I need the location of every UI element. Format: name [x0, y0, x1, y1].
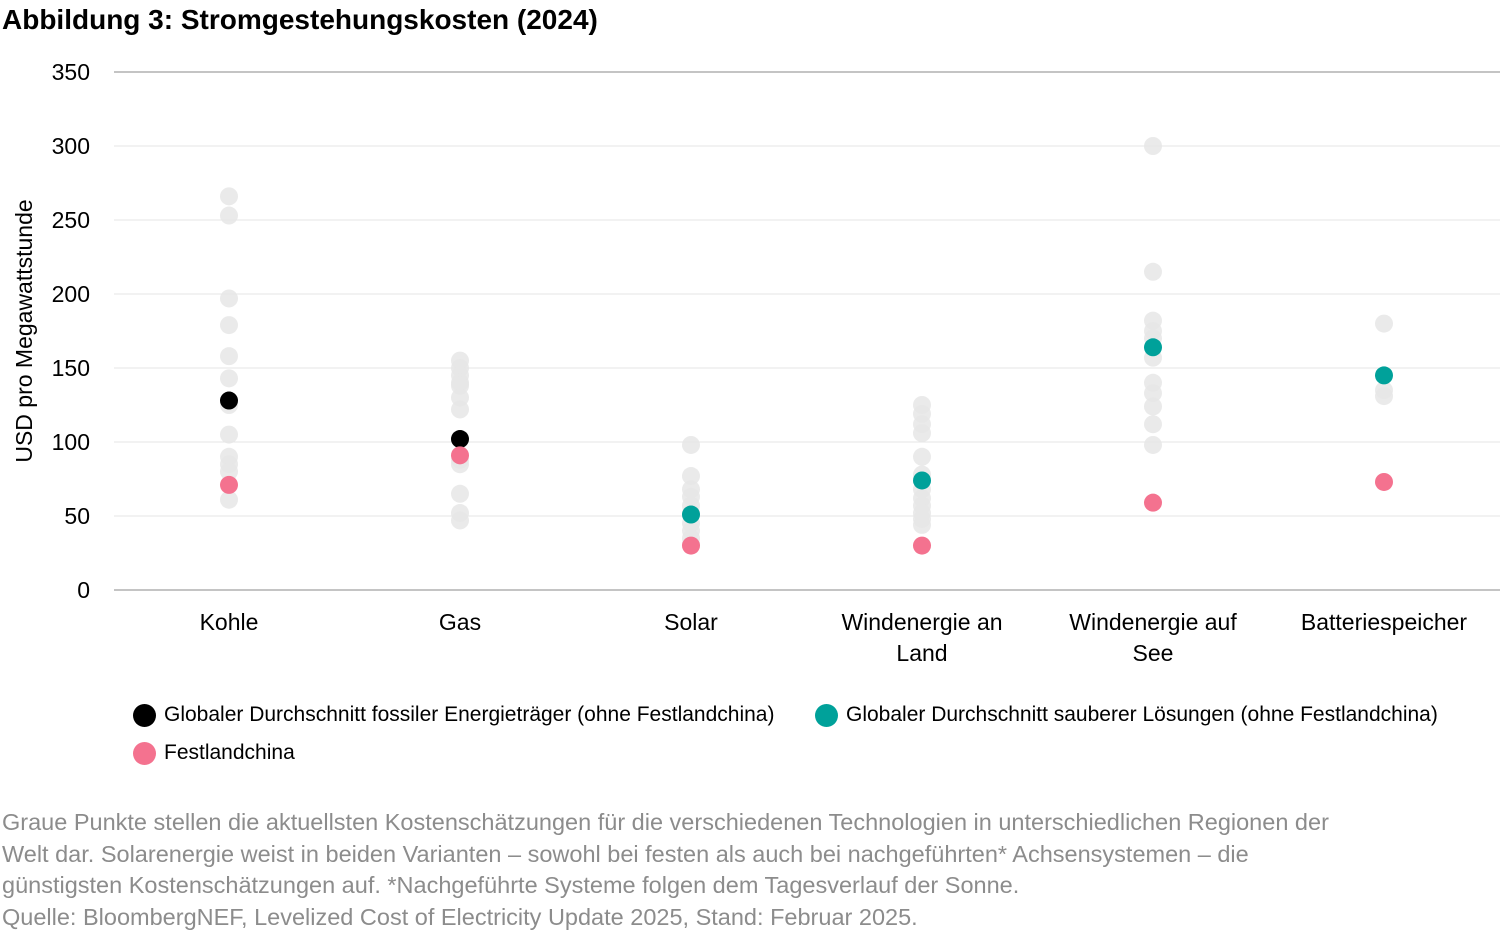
legend-label-china: Festlandchina — [164, 741, 295, 764]
legend-marker-fossil — [133, 703, 156, 727]
y-tick-label: 200 — [52, 281, 90, 307]
footnote: Graue Punkte stellen die aktuellsten Kos… — [2, 807, 1498, 933]
regional-estimate-point — [220, 206, 238, 225]
regional-estimate-point — [913, 424, 931, 443]
regional-estimates — [220, 137, 1393, 554]
regional-estimate-point — [220, 187, 238, 206]
regional-estimate-point — [220, 490, 238, 509]
regional-estimate-point — [1144, 384, 1162, 403]
fossil-average-point — [220, 391, 238, 410]
fossil-average-point — [451, 430, 469, 449]
regional-estimate-point — [913, 515, 931, 534]
y-tick-label: 350 — [52, 59, 90, 85]
legend-label-clean: Globaler Durchschnitt sauberer Lösungen … — [846, 703, 1438, 726]
china-point — [1144, 493, 1162, 512]
x-tick-label: Batteriespeicher — [1301, 609, 1468, 635]
x-tick-label: Solar — [664, 609, 718, 635]
x-tick-label: Windenergie auf See — [1069, 609, 1237, 666]
regional-estimate-point — [1144, 397, 1162, 416]
regional-estimate-point — [913, 447, 931, 466]
y-axis-ticks: 0 50 100 150 200 250 300 350 — [52, 59, 90, 603]
scatter-chart: 0 50 100 150 200 250 300 350 Kohle Gas Solar Winde… — [11, 59, 1500, 666]
legend-item-china: Festlandchina — [133, 741, 295, 765]
regional-estimate-point — [1144, 415, 1162, 434]
regional-estimate-point — [220, 462, 238, 481]
regional-estimate-point — [220, 369, 238, 388]
y-tick-label: 100 — [52, 429, 90, 455]
x-axis-ticks: Kohle Gas Solar Windenergie an Land Windenerg… — [200, 609, 1468, 666]
y-tick-label: 0 — [77, 577, 90, 603]
china-point — [451, 446, 469, 465]
x-tick-label: Gas — [439, 609, 481, 635]
china-point — [913, 536, 931, 555]
y-tick-label: 150 — [52, 355, 90, 381]
regional-estimate-point — [451, 484, 469, 503]
regional-estimate-point — [682, 467, 700, 486]
regional-estimate-point — [1144, 435, 1162, 454]
gridlines — [114, 71, 1500, 591]
regional-estimate-point — [220, 316, 238, 335]
clean-average-point — [1375, 366, 1393, 385]
chart-title: Abbildung 3: Stromgestehungskosten (2024… — [2, 4, 598, 35]
regional-estimate-point — [220, 289, 238, 308]
regional-estimate-point — [1144, 137, 1162, 155]
legend-marker-clean — [815, 703, 838, 727]
y-axis-label: USD pro Megawattstunde — [11, 199, 37, 462]
regional-estimate-point — [1375, 314, 1393, 333]
china-point — [682, 536, 700, 555]
footnote-line: Graue Punkte stellen die aktuellsten Kos… — [2, 809, 1329, 835]
legend-item-fossil: Globaler Durchschnitt fossiler Energietr… — [133, 703, 774, 727]
clean-average-point — [913, 471, 931, 490]
x-tick-label: Windenergie an Land — [841, 609, 1002, 666]
footnote-line: günstigsten Kostenschätzungen auf. *Nach… — [2, 872, 1020, 898]
legend-label-fossil: Globaler Durchschnitt fossiler Energietr… — [164, 703, 775, 726]
regional-estimate-point — [682, 435, 700, 454]
china-point — [220, 475, 238, 494]
regional-estimate-point — [1144, 262, 1162, 281]
y-tick-label: 250 — [52, 207, 90, 233]
china-point — [1375, 472, 1393, 491]
footnote-line: Welt dar. Solarenergie weist in beiden V… — [2, 840, 1249, 867]
regional-estimate-point — [451, 511, 469, 530]
y-tick-label: 50 — [64, 503, 90, 529]
clean-average-point — [1144, 338, 1162, 357]
y-tick-label: 300 — [52, 133, 90, 159]
footnote-source: Quelle: BloombergNEF, Levelized Cost of … — [2, 903, 918, 930]
regional-estimate-point — [220, 425, 238, 444]
regional-estimate-point — [1375, 387, 1393, 406]
clean-average-point — [682, 505, 700, 524]
legend-marker-china — [133, 741, 156, 765]
regional-estimate-point — [451, 400, 469, 419]
x-tick-label: Kohle — [200, 609, 259, 635]
legend-item-clean: Globaler Durchschnitt sauberer Lösungen … — [815, 703, 1438, 727]
series-points — [220, 338, 1393, 555]
regional-estimate-point — [220, 347, 238, 366]
